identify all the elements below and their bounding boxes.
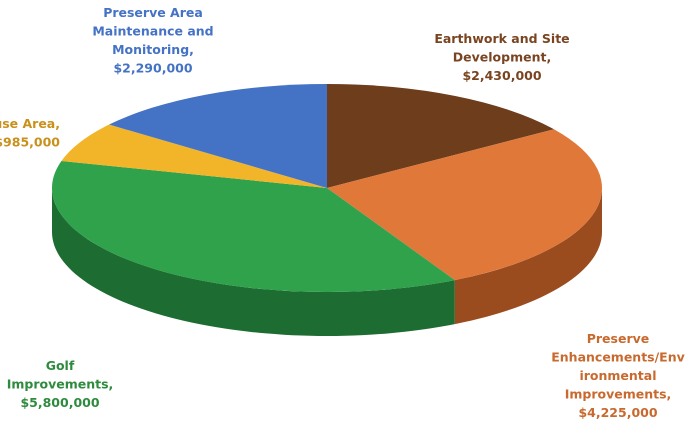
pie-slice-earthwork-and-site-development [327, 84, 554, 188]
pie-3d-sides [52, 188, 602, 337]
data-label-preserve-area-maintenance-and-monitoring: Preserve Area Maintenance and Monitoring, $… [92, 5, 213, 76]
pie-side-preserve-enhancements-environmental-improvements [454, 188, 602, 325]
pie-side-golf-improvements [52, 188, 455, 337]
pie-slice-preserve-area-maintenance-and-monitoring [109, 84, 327, 188]
pie-slice-preserve-enhancements-environmental-improvements [327, 129, 602, 281]
pie-slices [51, 84, 602, 292]
data-label-golf-improvements: Golf Improvements, $5,800,000 [7, 358, 114, 410]
data-label-preserve-enhancements-environmental-improvements: Preserve Enhancements/Env ironmental Improv… [551, 331, 685, 420]
data-label-clubhouse-area: Clubhouse Area,$985,000 [0, 116, 60, 150]
pie-slice-clubhouse-area [61, 124, 327, 188]
pie-labels: Earthwork and Site Development, $2,430,000… [0, 5, 685, 420]
data-label-earthwork-and-site-development: Earthwork and Site Development, $2,430,000 [434, 31, 569, 83]
pie-slice-golf-improvements [51, 160, 455, 292]
